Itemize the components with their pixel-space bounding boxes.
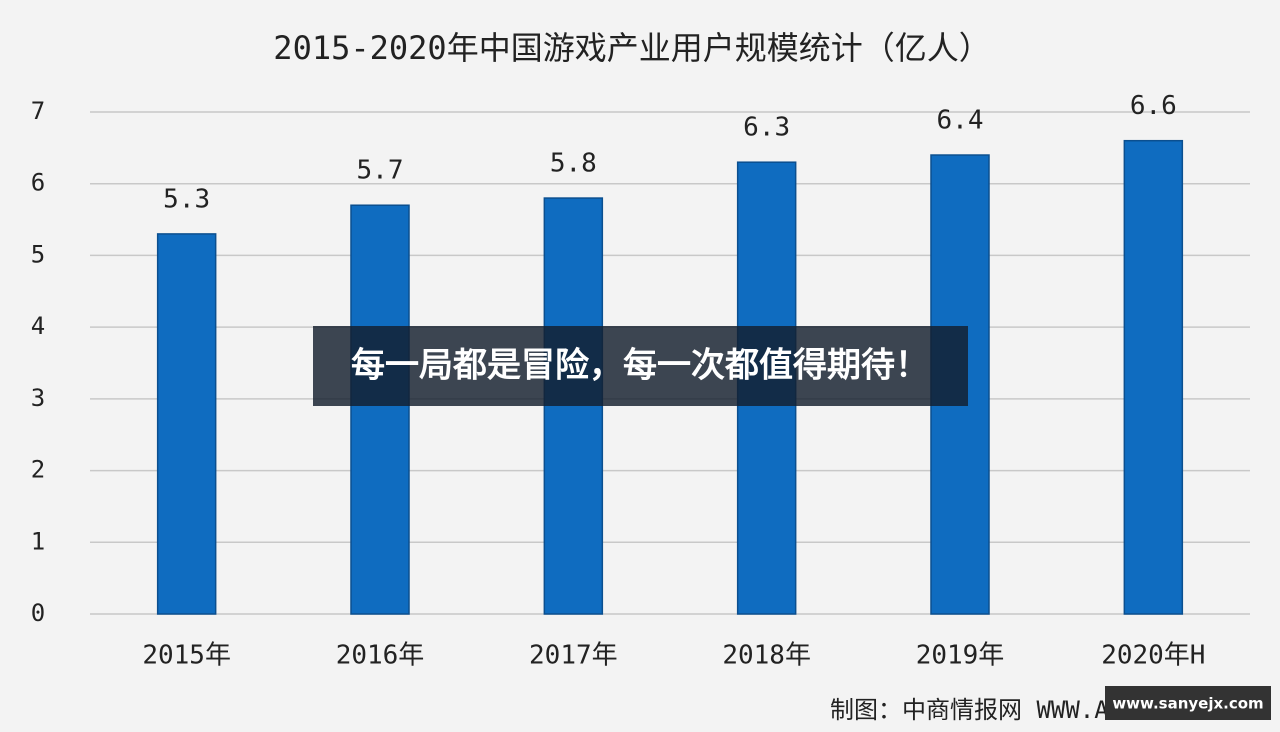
x-tick-label: 2015年: [142, 641, 231, 671]
y-tick-label: 0: [31, 599, 45, 627]
data-label: 5.7: [357, 156, 404, 186]
chart-title: 2015-2020年中国游戏产业用户规模统计（亿人）: [273, 29, 990, 67]
x-tick-label: 2018年: [722, 641, 811, 671]
badge-box: [1105, 686, 1271, 720]
data-label: 6.4: [937, 106, 984, 136]
y-tick-label: 6: [31, 169, 45, 197]
bar: [543, 197, 604, 615]
site-badge: www.sanyejx.com: [1112, 695, 1263, 713]
data-label: 6.6: [1130, 91, 1177, 121]
y-tick-label: 3: [31, 384, 45, 412]
bar: [350, 204, 410, 615]
grid: 0 1 2 3 4 5 6 7: [31, 97, 1250, 627]
bar: [1123, 139, 1184, 615]
y-tick-label: 4: [31, 312, 45, 340]
data-label: 6.3: [743, 113, 790, 143]
y-tick-label: 1: [31, 527, 45, 555]
y-tick-label: 5: [31, 240, 45, 268]
x-tick-label: 2020年H: [1101, 641, 1205, 671]
data-label: 5.8: [550, 149, 597, 179]
bar: [156, 233, 217, 615]
y-tick-label: 2: [31, 456, 45, 484]
x-tick-label: 2019年: [916, 641, 1005, 671]
data-label: 5.3: [163, 184, 210, 214]
x-tick-label: 2016年: [336, 641, 425, 671]
x-tick-label: 2017年: [529, 641, 618, 671]
overlay-caption: 每一局都是冒险，每一次都值得期待！: [351, 346, 929, 386]
y-tick-label: 7: [31, 97, 45, 125]
caption-box: [313, 326, 968, 406]
